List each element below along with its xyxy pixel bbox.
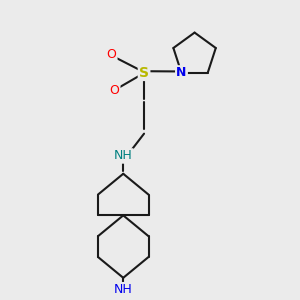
Text: NH: NH xyxy=(114,283,133,296)
Text: O: O xyxy=(106,48,116,62)
Text: O: O xyxy=(110,84,119,97)
Text: NH: NH xyxy=(114,149,133,162)
Text: N: N xyxy=(176,66,187,80)
Text: S: S xyxy=(139,66,149,80)
